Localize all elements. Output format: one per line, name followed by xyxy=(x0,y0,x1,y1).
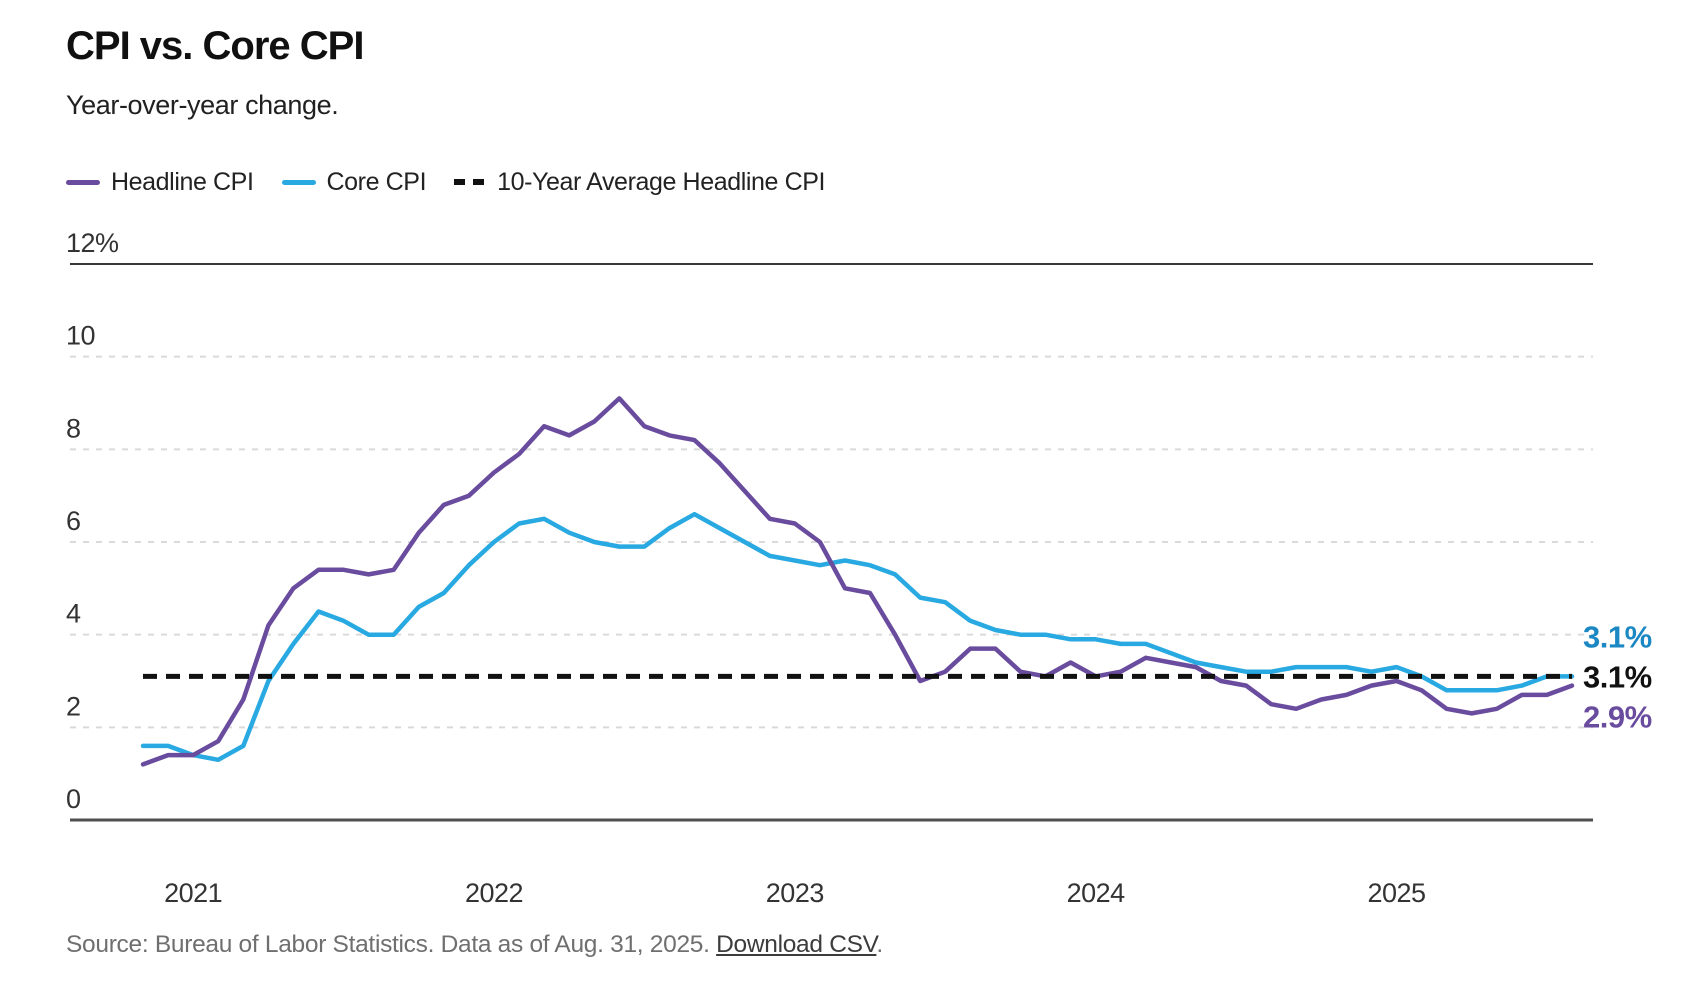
download-csv-link[interactable]: Download CSV xyxy=(716,931,877,958)
chart-subtitle: Year-over-year change. xyxy=(66,90,339,120)
x-axis-label-2024: 2024 xyxy=(1067,878,1126,908)
end-label-headline-cpi: 2.9% xyxy=(1583,699,1652,734)
y-axis-label-0: 0 xyxy=(66,784,81,814)
legend-label-average: 10-Year Average Headline CPI xyxy=(497,167,826,196)
y-axis-label-2: 2 xyxy=(66,691,81,721)
end-label-core-cpi: 3.1% xyxy=(1583,619,1652,654)
legend-item-headline-cpi: Headline CPI xyxy=(66,168,254,197)
source-text: Source: Bureau of Labor Statistics. Data… xyxy=(66,931,717,958)
y-axis-label-4: 4 xyxy=(66,599,81,629)
end-label-10-year-average-headline-cpi: 3.1% xyxy=(1583,659,1652,694)
legend-label-core-cpi: Core CPI xyxy=(326,167,427,196)
x-axis-label-2025: 2025 xyxy=(1367,878,1425,908)
legend-item-core-cpi: Core CPI xyxy=(281,167,427,197)
headline-cpi-line xyxy=(140,396,1575,767)
average-dash-swatch-icon xyxy=(454,179,487,185)
core-cpi-swatch-icon xyxy=(281,179,316,185)
page-title: CPI vs. Core CPI xyxy=(66,24,364,68)
chart-legend: Headline CPI Core CPI 10-Year Average He… xyxy=(66,166,825,198)
x-axis-label-2022: 2022 xyxy=(465,878,523,908)
source-after-link: . xyxy=(876,931,883,958)
y-axis-label-12: 12% xyxy=(66,228,119,258)
y-axis-label-8: 8 xyxy=(66,413,81,443)
x-axis-label-2021: 2021 xyxy=(164,878,222,908)
legend-label-headline-cpi: Headline CPI xyxy=(111,167,254,196)
source-note: Source: Bureau of Labor Statistics. Data… xyxy=(66,931,883,959)
headline-cpi-swatch-icon xyxy=(66,179,100,185)
x-axis-label-2023: 2023 xyxy=(766,878,824,908)
core-cpi-line xyxy=(140,511,1575,763)
y-axis-label-10: 10 xyxy=(66,321,95,351)
y-axis-label-6: 6 xyxy=(66,506,81,536)
legend-item-average: 10-Year Average Headline CPI xyxy=(454,168,825,197)
